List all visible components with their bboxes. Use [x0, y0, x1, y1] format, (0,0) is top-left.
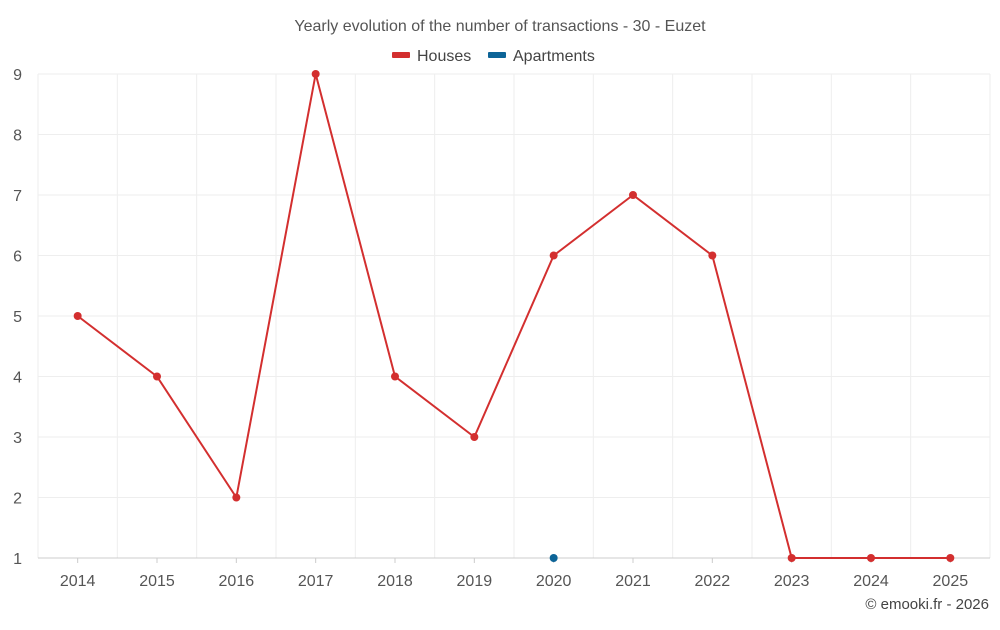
- x-tick-label: 2014: [60, 573, 96, 590]
- chart-credit: © emooki.fr - 2026: [865, 596, 989, 613]
- series: [73, 70, 955, 562]
- x-tick-label: 2017: [298, 573, 334, 590]
- data-point-houses-2015[interactable]: [153, 372, 161, 381]
- y-tick-label: 2: [13, 491, 22, 508]
- data-point-houses-2018[interactable]: [391, 372, 399, 381]
- data-point-houses-2025[interactable]: [946, 554, 955, 562]
- data-point-houses-2016[interactable]: [232, 493, 241, 502]
- x-tick-label: 2015: [139, 573, 175, 590]
- x-tick-label: 2025: [933, 573, 969, 590]
- legend-swatch-apartments: [488, 52, 506, 58]
- x-tick-label: 2019: [457, 573, 493, 590]
- x-tick-label: 2020: [536, 573, 572, 590]
- y-tick-label: 9: [13, 67, 22, 84]
- y-tick-label: 7: [13, 188, 22, 205]
- data-point-apartments-2020[interactable]: [549, 554, 558, 562]
- x-tick-label: 2022: [695, 573, 731, 590]
- y-tick-label: 5: [13, 309, 22, 326]
- x-tick-label: 2016: [219, 573, 255, 590]
- data-point-houses-2024[interactable]: [867, 554, 875, 562]
- legend-item-houses[interactable]: Houses: [392, 48, 471, 65]
- chart-title: Yearly evolution of the number of transa…: [294, 18, 706, 35]
- data-point-houses-2014[interactable]: [73, 312, 82, 320]
- x-tick-label: 2024: [853, 573, 889, 590]
- series-line-houses: [77, 73, 951, 559]
- axes: 1 2 3 4 5 6 7 8 9 2014 2015 2016 2017 2018 2019 2020 202…: [13, 67, 990, 590]
- data-point-houses-2021[interactable]: [629, 191, 637, 199]
- x-tick-label: 2021: [615, 573, 651, 590]
- legend-label-apartments: Apartments: [513, 48, 595, 65]
- y-tick-label: 3: [13, 430, 22, 447]
- data-point-houses-2017[interactable]: [311, 70, 320, 78]
- legend-swatch-houses: [392, 52, 410, 58]
- data-point-houses-2022[interactable]: [708, 251, 717, 260]
- legend-item-apartments[interactable]: Apartments: [488, 48, 595, 65]
- data-point-houses-2019[interactable]: [470, 433, 479, 441]
- y-tick-label: 6: [13, 249, 22, 266]
- data-point-houses-2020[interactable]: [549, 251, 558, 260]
- y-tick-label: 8: [13, 128, 22, 145]
- legend-label-houses: Houses: [417, 48, 471, 65]
- y-tick-label: 4: [13, 370, 22, 387]
- y-tick-label: 1: [13, 551, 22, 568]
- x-tick-label: 2018: [377, 573, 413, 590]
- grid: [37, 73, 991, 558]
- chart-legend: Houses Apartments: [392, 48, 595, 65]
- data-point-houses-2023[interactable]: [787, 554, 796, 562]
- x-tick-label: 2023: [774, 573, 810, 590]
